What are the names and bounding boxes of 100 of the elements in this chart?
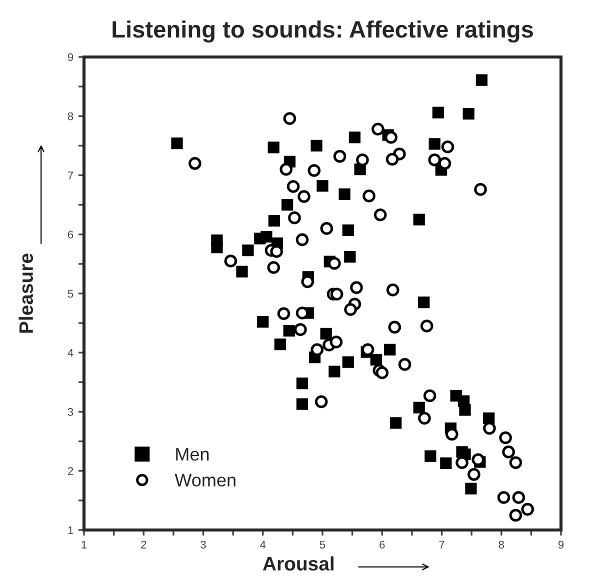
point — [330, 288, 344, 300]
point — [509, 508, 522, 522]
point — [497, 491, 510, 504]
point — [310, 140, 322, 152]
point — [521, 502, 534, 516]
point — [342, 224, 354, 236]
point — [356, 153, 369, 166]
point — [316, 180, 328, 192]
point — [294, 323, 307, 336]
x-tick-label: 7 — [439, 540, 444, 548]
point — [386, 152, 399, 166]
point — [211, 242, 223, 254]
y-tick-label: 7 — [68, 172, 74, 180]
point — [390, 417, 402, 429]
point — [283, 324, 295, 337]
point — [298, 190, 310, 203]
x-tick-label: 6 — [380, 540, 385, 549]
point — [333, 150, 346, 163]
point — [314, 395, 328, 408]
x-tick-label: 5 — [320, 540, 326, 549]
point — [286, 180, 300, 193]
point — [344, 303, 357, 316]
point — [374, 208, 387, 222]
point — [320, 222, 334, 235]
legend-label: Men — [176, 448, 209, 461]
point — [428, 153, 441, 166]
x-tick-label: 3 — [200, 540, 206, 549]
point — [370, 354, 382, 366]
point — [274, 338, 286, 350]
legend-label: Women — [174, 474, 236, 487]
point — [512, 491, 526, 504]
y-tick-label: 9 — [68, 53, 74, 62]
point — [236, 266, 248, 278]
point — [282, 199, 294, 211]
point — [418, 296, 430, 308]
x-tick-label: 4 — [260, 540, 266, 548]
point — [296, 233, 309, 246]
point — [320, 328, 332, 340]
point — [384, 131, 398, 144]
point — [465, 482, 477, 494]
point — [438, 157, 452, 170]
x-tick-label: 2 — [141, 540, 146, 548]
y-tick-label: 3 — [68, 408, 74, 416]
point — [344, 251, 356, 263]
point — [338, 188, 350, 200]
point — [423, 389, 436, 402]
point — [372, 122, 384, 136]
point — [502, 446, 515, 458]
y-axis-title: Pleasure — [18, 254, 34, 333]
point — [388, 320, 402, 334]
point — [330, 336, 343, 348]
point — [459, 404, 471, 416]
point — [441, 140, 454, 154]
point — [474, 183, 487, 196]
point — [188, 157, 202, 170]
point — [440, 457, 452, 469]
point — [288, 211, 301, 224]
point — [413, 402, 425, 414]
point — [420, 320, 434, 332]
y-tick-label: 6 — [68, 230, 74, 239]
x-axis-title: Arousal — [262, 556, 334, 571]
point — [476, 74, 488, 86]
point — [296, 378, 308, 390]
y-tick-label: 5 — [68, 290, 74, 298]
point — [342, 356, 354, 368]
point — [257, 316, 269, 328]
point — [348, 132, 361, 144]
chart-title: Listening to sounds: Affective ratings — [112, 20, 533, 43]
x-tick-label: 1 — [82, 540, 87, 548]
point — [424, 450, 436, 462]
point — [428, 138, 440, 150]
point — [445, 428, 458, 441]
point — [509, 456, 522, 469]
point — [456, 456, 468, 469]
point — [268, 214, 280, 227]
point — [260, 230, 272, 243]
point — [376, 366, 389, 380]
point — [350, 281, 363, 294]
point — [468, 468, 480, 481]
point — [242, 244, 254, 256]
y-tick-label: 1 — [68, 526, 74, 534]
point — [413, 214, 425, 226]
point — [280, 162, 293, 176]
point — [398, 358, 412, 371]
point — [362, 190, 376, 202]
point — [277, 307, 290, 320]
point — [296, 398, 308, 410]
point — [328, 366, 340, 378]
x-tick-label: 9 — [558, 540, 564, 549]
point — [328, 256, 341, 270]
point — [310, 343, 324, 356]
point — [472, 453, 485, 466]
point — [432, 106, 444, 118]
point — [418, 412, 431, 425]
point — [270, 245, 283, 258]
point — [462, 108, 474, 120]
y-tick-label: 4 — [68, 349, 74, 357]
point — [499, 431, 512, 444]
point — [224, 254, 238, 268]
y-tick-label: 2 — [68, 467, 74, 475]
